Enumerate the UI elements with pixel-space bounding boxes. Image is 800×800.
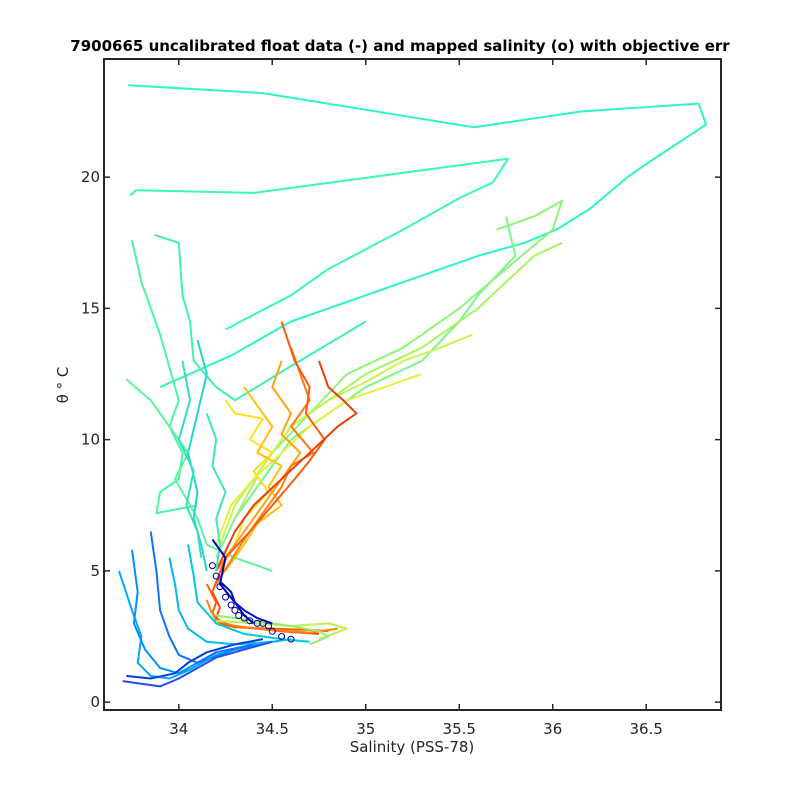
mapped-point-5: [231, 606, 239, 614]
y-axis-label: θ ° C: [54, 367, 72, 404]
mapped-salinity-points: [208, 562, 295, 643]
x-axis-ticks: 34 34.5 35 35.5 36 36.5: [169, 59, 663, 738]
mapped-point-13: [278, 633, 286, 640]
mapped-point-2: [216, 583, 224, 591]
y-tick-label-2: 10: [81, 431, 100, 449]
series-group: [118, 84, 707, 688]
series-line-31: [211, 538, 255, 625]
y-tick-label-4: 20: [81, 168, 100, 186]
x-tick-label-2: 35: [356, 720, 375, 738]
chart-title: 7900665 uncalibrated float data (-) and …: [70, 37, 730, 55]
series-line-11: [224, 386, 283, 572]
y-tick-label-1: 5: [90, 562, 100, 580]
mapped-point-0: [208, 562, 216, 570]
x-tick-label-3: 35.5: [443, 720, 476, 738]
series-line-6: [234, 199, 564, 506]
plot-area: [103, 58, 722, 711]
mapped-point-3: [222, 593, 229, 601]
mapped-point-10: [259, 619, 267, 627]
mapped-point-12: [268, 627, 276, 635]
y-tick-label-0: 0: [90, 693, 100, 711]
mapped-point-1: [212, 572, 220, 580]
mapped-point-6: [235, 612, 243, 619]
series-line-1: [129, 157, 509, 331]
plot-background: [104, 59, 721, 710]
mapped-point-8: [246, 617, 254, 625]
series-line-15: [215, 360, 358, 572]
series-line-30: [205, 413, 227, 572]
mapped-point-4: [227, 601, 235, 609]
x-axis-label: Salinity (PSS-78): [350, 738, 475, 756]
x-tick-label-0: 34: [169, 720, 188, 738]
series-line-23: [149, 531, 254, 664]
y-axis-ticks: 0 5 10 15 20: [81, 168, 721, 711]
mapped-point-11: [265, 622, 272, 630]
x-tick-label-4: 36: [543, 720, 562, 738]
x-tick-label-1: 34.5: [256, 720, 289, 738]
series-line-22: [131, 549, 273, 675]
series-line-3: [154, 233, 367, 402]
x-tick-label-5: 36.5: [630, 720, 663, 738]
series-line-29: [177, 360, 203, 558]
series-line-10: [219, 399, 274, 572]
series-line-0: [128, 84, 707, 389]
series-line-25: [122, 640, 273, 688]
mapped-point-7: [240, 614, 248, 622]
y-tick-label-3: 15: [81, 299, 100, 317]
mapped-point-14: [287, 635, 295, 643]
series-line-9: [215, 373, 423, 545]
series-line-14: [211, 321, 326, 593]
series-line-32: [219, 580, 273, 625]
series-line-18: [205, 599, 338, 634]
series-line-2: [131, 239, 198, 515]
series-line-26: [126, 638, 264, 680]
plot-frame: [103, 58, 722, 711]
series-line-8: [218, 333, 473, 545]
